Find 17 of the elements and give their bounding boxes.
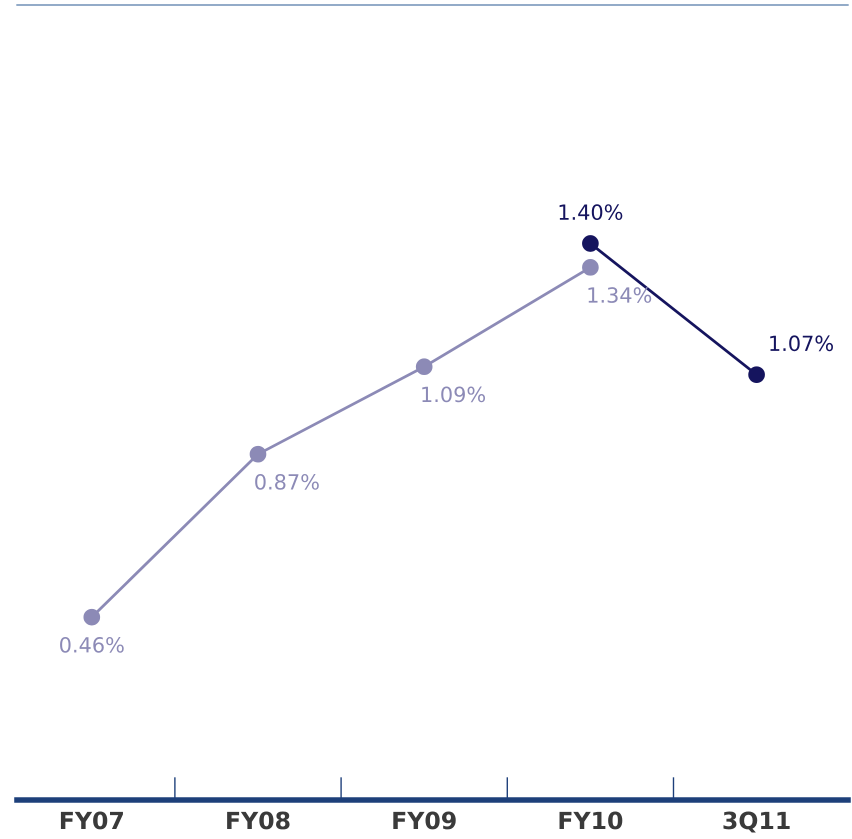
point: [582, 235, 599, 252]
x-tick-label: FY09: [393, 812, 456, 830]
data-label: 1.09%: [422, 386, 486, 402]
point: [582, 259, 599, 276]
x-tick-label: FY10: [560, 812, 622, 830]
data-label: 0.46%: [60, 636, 124, 653]
data-label: 1.34%: [588, 287, 652, 303]
data-label: 1.40%: [560, 204, 622, 220]
point: [748, 366, 765, 384]
point: [416, 358, 433, 376]
x-tick-label: 3Q11: [723, 812, 790, 832]
x-tick-label: FY07: [60, 812, 123, 830]
x-tick-label: FY08: [227, 812, 290, 830]
data-label: 1.07%: [770, 335, 833, 352]
point: [250, 446, 266, 463]
data-label: 0.87%: [255, 474, 319, 490]
point: [83, 608, 100, 626]
